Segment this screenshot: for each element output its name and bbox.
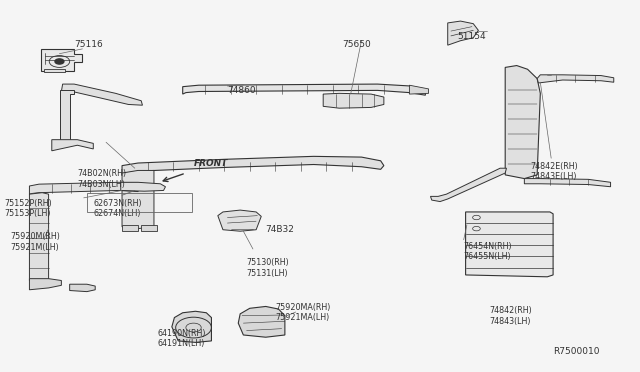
Text: 75920M(RH)
75921M(LH): 75920M(RH) 75921M(LH): [10, 232, 60, 252]
Polygon shape: [122, 225, 138, 231]
Polygon shape: [61, 84, 143, 105]
Polygon shape: [182, 84, 426, 95]
Text: 74860: 74860: [227, 86, 256, 95]
Polygon shape: [410, 85, 429, 94]
Polygon shape: [52, 140, 93, 151]
Text: 74B02N(RH)
74B03N(LH): 74B02N(RH) 74B03N(LH): [77, 169, 127, 189]
Text: 75920MA(RH)
75921MA(LH): 75920MA(RH) 75921MA(LH): [275, 303, 331, 322]
Text: 64190N(RH)
64191N(LH): 64190N(RH) 64191N(LH): [157, 329, 205, 348]
Polygon shape: [121, 182, 166, 191]
Text: 75130(RH)
75131(LH): 75130(RH) 75131(LH): [246, 258, 289, 278]
Polygon shape: [466, 212, 553, 277]
Polygon shape: [537, 75, 614, 83]
Polygon shape: [29, 182, 140, 194]
Text: 75116: 75116: [74, 39, 103, 49]
Polygon shape: [29, 193, 49, 282]
Polygon shape: [431, 168, 506, 202]
Polygon shape: [172, 311, 211, 342]
Polygon shape: [238, 307, 285, 337]
Polygon shape: [70, 284, 95, 292]
Polygon shape: [505, 65, 540, 179]
Polygon shape: [44, 69, 65, 72]
Text: R7500010: R7500010: [553, 347, 600, 356]
Polygon shape: [323, 93, 384, 108]
Text: 51154: 51154: [458, 32, 486, 41]
Text: FRONT: FRONT: [193, 159, 228, 168]
Polygon shape: [60, 90, 74, 141]
Text: 75152P(RH)
75153P(LH): 75152P(RH) 75153P(LH): [4, 199, 52, 218]
Polygon shape: [41, 49, 83, 71]
Polygon shape: [218, 210, 261, 231]
Circle shape: [55, 59, 64, 64]
Polygon shape: [448, 21, 478, 45]
Polygon shape: [122, 156, 384, 175]
Text: 74842(RH)
74843(LH): 74842(RH) 74843(LH): [489, 307, 532, 326]
Text: 74842E(RH)
74843E(LH): 74842E(RH) 74843E(LH): [531, 162, 579, 181]
Text: 76454N(RH)
76455N(LH): 76454N(RH) 76455N(LH): [464, 241, 512, 261]
Polygon shape: [29, 279, 61, 290]
Text: 62673N(RH)
62674N(LH): 62673N(RH) 62674N(LH): [93, 199, 142, 218]
Polygon shape: [524, 179, 611, 187]
Text: 74B32: 74B32: [266, 225, 294, 234]
Text: 75650: 75650: [342, 39, 371, 49]
Polygon shape: [122, 170, 154, 229]
Polygon shape: [141, 225, 157, 231]
